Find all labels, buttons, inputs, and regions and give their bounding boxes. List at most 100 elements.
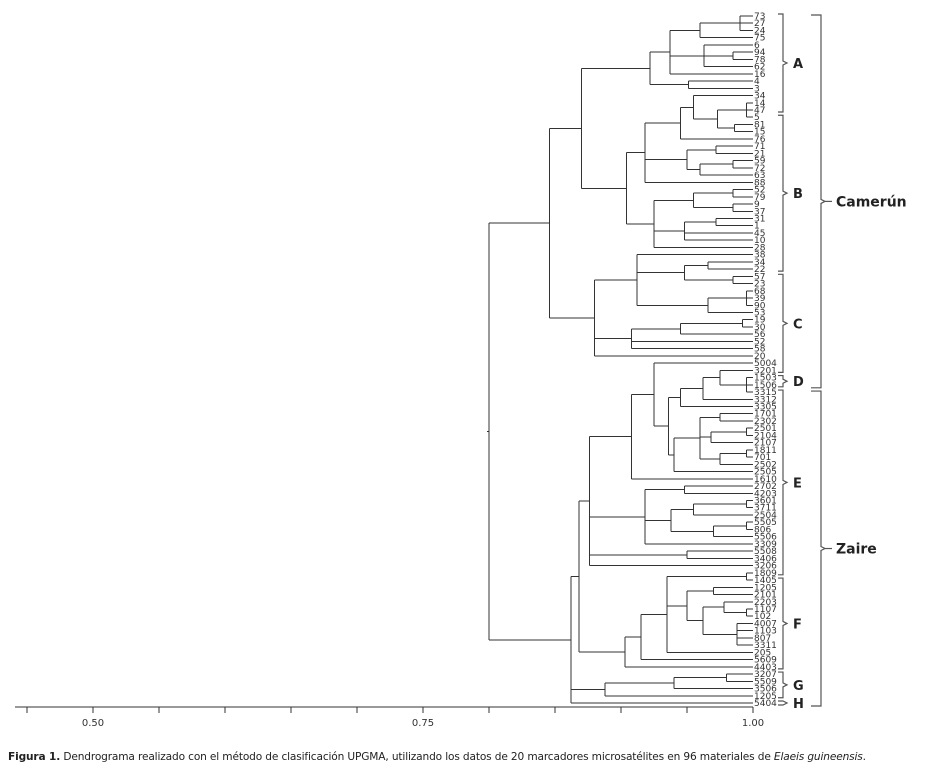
leaf-label: 1107 — [754, 605, 777, 615]
leaf-label: 2504 — [754, 511, 777, 521]
leaf-label: 9 — [754, 200, 760, 210]
leaf-label: 2505 — [754, 468, 777, 478]
leaf-label: 205 — [754, 648, 771, 658]
leaf-label: 3506 — [754, 685, 777, 695]
leaf-label: 2101 — [754, 591, 777, 601]
dendrogram-branches — [487, 15, 753, 704]
leaf-label: 15 — [754, 128, 765, 138]
leaf-label: 1701 — [754, 410, 777, 420]
leaf-label: 1811 — [754, 446, 777, 456]
leaf-label: 72 — [754, 164, 765, 174]
leaf-label: 59 — [754, 157, 766, 167]
leaf-label: 62 — [754, 63, 765, 73]
leaf-label: 47 — [754, 106, 765, 116]
leaf-label: 53 — [754, 308, 765, 318]
leaf-label: 1506 — [754, 381, 777, 391]
leaf-label: 27 — [754, 19, 765, 29]
leaf-label: 58 — [754, 345, 766, 355]
leaf-label: 45 — [754, 229, 765, 239]
leaf-label: 2501 — [754, 424, 777, 434]
leaf-label: 1103 — [754, 627, 777, 637]
leaf-label: 2104 — [754, 431, 777, 441]
leaf-label: 807 — [754, 634, 771, 644]
leaf-label: 31 — [754, 214, 765, 224]
leaf-label: 1205 — [754, 583, 777, 593]
leaf-label: 1610 — [754, 475, 777, 485]
leaf-label: 102 — [754, 612, 771, 622]
cluster-bracket — [778, 671, 789, 699]
leaf-label: 3312 — [754, 395, 777, 405]
leaf-label: 4403 — [754, 663, 777, 673]
leaf-label: 5509 — [754, 677, 777, 687]
leaf-label: 30 — [754, 323, 766, 333]
leaf-label: 1405 — [754, 576, 777, 586]
leaf-label: 88 — [754, 178, 766, 188]
cluster-label: G — [793, 679, 804, 694]
leaf-label: 34 — [754, 258, 766, 268]
x-tick-label: 0.75 — [412, 718, 434, 729]
leaf-label: 5609 — [754, 656, 777, 666]
leaf-label: 5 — [754, 113, 760, 123]
leaf-label: 2203 — [754, 598, 777, 608]
leaf-label: 3305 — [754, 403, 777, 413]
leaf-label: 2502 — [754, 460, 777, 470]
leaf-label: 3309 — [754, 540, 777, 550]
x-tick-label: 1.00 — [742, 718, 764, 729]
cluster-label: H — [793, 697, 804, 712]
figure-label: Figura 1. — [8, 751, 61, 763]
leaf-label: 37 — [754, 207, 765, 217]
leaf-label: 3406 — [754, 554, 777, 564]
leaf-label: 1205 — [754, 692, 777, 702]
leaf-label: 5004 — [754, 359, 777, 369]
origin-label: Camerún — [836, 194, 907, 210]
leaf-label: 4203 — [754, 489, 777, 499]
leaf-label: 90 — [754, 301, 766, 311]
leaf-label: 75 — [754, 34, 765, 44]
leaf-label: 3201 — [754, 366, 777, 376]
leaf-label: 22 — [754, 265, 765, 275]
leaf-label: 24 — [754, 26, 766, 36]
species-name: Elaeis guineensis — [773, 751, 863, 763]
leaf-label: 3 — [754, 84, 760, 94]
leaf-label: 5404 — [754, 699, 777, 709]
leaf-label: 38 — [754, 251, 766, 261]
leaf-label: 3601 — [754, 497, 777, 507]
cluster-brackets: A B C D E F GH — [778, 13, 804, 712]
leaf-label: 63 — [754, 171, 765, 181]
leaf-label: 78 — [754, 55, 766, 65]
leaf-label: 5506 — [754, 533, 777, 543]
leaf-label: 5508 — [754, 547, 777, 557]
leaf-label: 3206 — [754, 562, 777, 572]
leaf-label: 3207 — [754, 670, 777, 680]
leaf-label: 20 — [754, 352, 766, 362]
leaf-label: 73 — [754, 12, 765, 22]
cluster-bracket — [778, 273, 789, 373]
cluster-bracket — [778, 114, 789, 272]
leaf-label: 1809 — [754, 569, 777, 579]
caption-text: Dendrograma realizado con el método de c… — [60, 751, 774, 763]
leaf-label: 57 — [754, 272, 765, 282]
leaf-label: 68 — [754, 287, 766, 297]
leaf-label: 34 — [754, 92, 766, 102]
leaf-label: 2702 — [754, 482, 777, 492]
leaf-label: 1 — [754, 222, 760, 232]
leaf-label: 81 — [754, 120, 765, 130]
caption-end: . — [862, 751, 866, 763]
leaf-label: 28 — [754, 243, 766, 253]
origin-bracket — [811, 14, 827, 389]
leaf-label: 2302 — [754, 417, 777, 427]
leaf-label: 76 — [754, 135, 766, 145]
cluster-bracket — [778, 13, 789, 113]
cluster-bracket — [778, 577, 789, 670]
leaf-label: 10 — [754, 236, 766, 246]
leaf-label: 23 — [754, 280, 765, 290]
dendrogram-chart: 7327247569478621643341447581157671215972… — [15, 12, 907, 729]
leaf-label: 1503 — [754, 374, 777, 384]
leaf-labels: 7327247569478621643341447581157671215972… — [754, 12, 777, 709]
leaf-label: 4007 — [754, 619, 777, 629]
leaf-label: 56 — [754, 330, 766, 340]
leaf-label: 52 — [754, 186, 765, 196]
leaf-label: 16 — [754, 70, 766, 80]
origin-brackets: Camerún Zaire — [811, 14, 907, 707]
leaf-label: 6 — [754, 41, 760, 51]
